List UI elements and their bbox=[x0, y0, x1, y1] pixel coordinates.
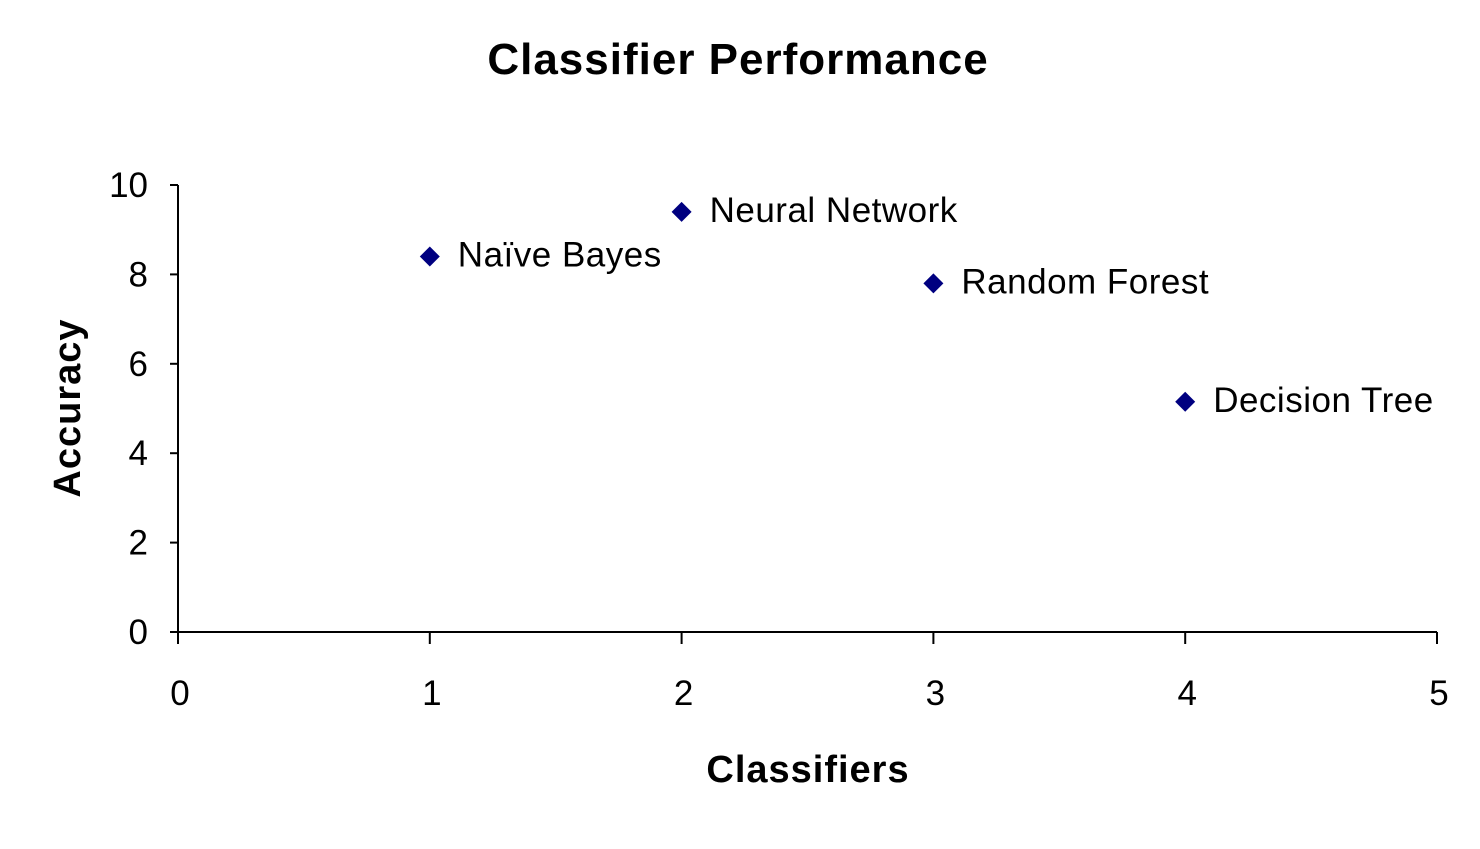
chart-title: Classifier Performance bbox=[487, 35, 988, 84]
y-tick-label: 0 bbox=[129, 613, 148, 652]
x-tick-label: 2 bbox=[674, 674, 693, 713]
data-point bbox=[671, 201, 692, 222]
x-tick-label: 0 bbox=[170, 674, 189, 713]
data-point bbox=[1175, 391, 1196, 412]
x-tick-label: 4 bbox=[1177, 674, 1196, 713]
data-label: Neural Network bbox=[710, 191, 958, 230]
data-point bbox=[419, 246, 440, 267]
y-tick-label: 2 bbox=[129, 524, 148, 563]
y-tick-label: 8 bbox=[129, 255, 148, 294]
x-axis: 0 1 2 3 4 5 bbox=[170, 631, 1449, 713]
y-tick-label: 10 bbox=[109, 166, 148, 205]
data-label: Naïve Bayes bbox=[458, 236, 662, 275]
y-tick-label: 6 bbox=[129, 345, 148, 384]
y-axis: 0 2 4 6 8 10 bbox=[109, 166, 179, 652]
y-axis-title: Accuracy bbox=[47, 318, 89, 497]
data-point bbox=[923, 273, 944, 294]
y-tick-label: 4 bbox=[129, 434, 148, 473]
x-tick-label: 5 bbox=[1429, 674, 1448, 713]
x-tick-label: 1 bbox=[422, 674, 441, 713]
data-points bbox=[419, 201, 1196, 412]
x-axis-title: Classifiers bbox=[706, 749, 909, 791]
data-label: Random Forest bbox=[961, 262, 1209, 301]
x-tick-label: 3 bbox=[926, 674, 945, 713]
data-label: Decision Tree bbox=[1213, 381, 1433, 420]
